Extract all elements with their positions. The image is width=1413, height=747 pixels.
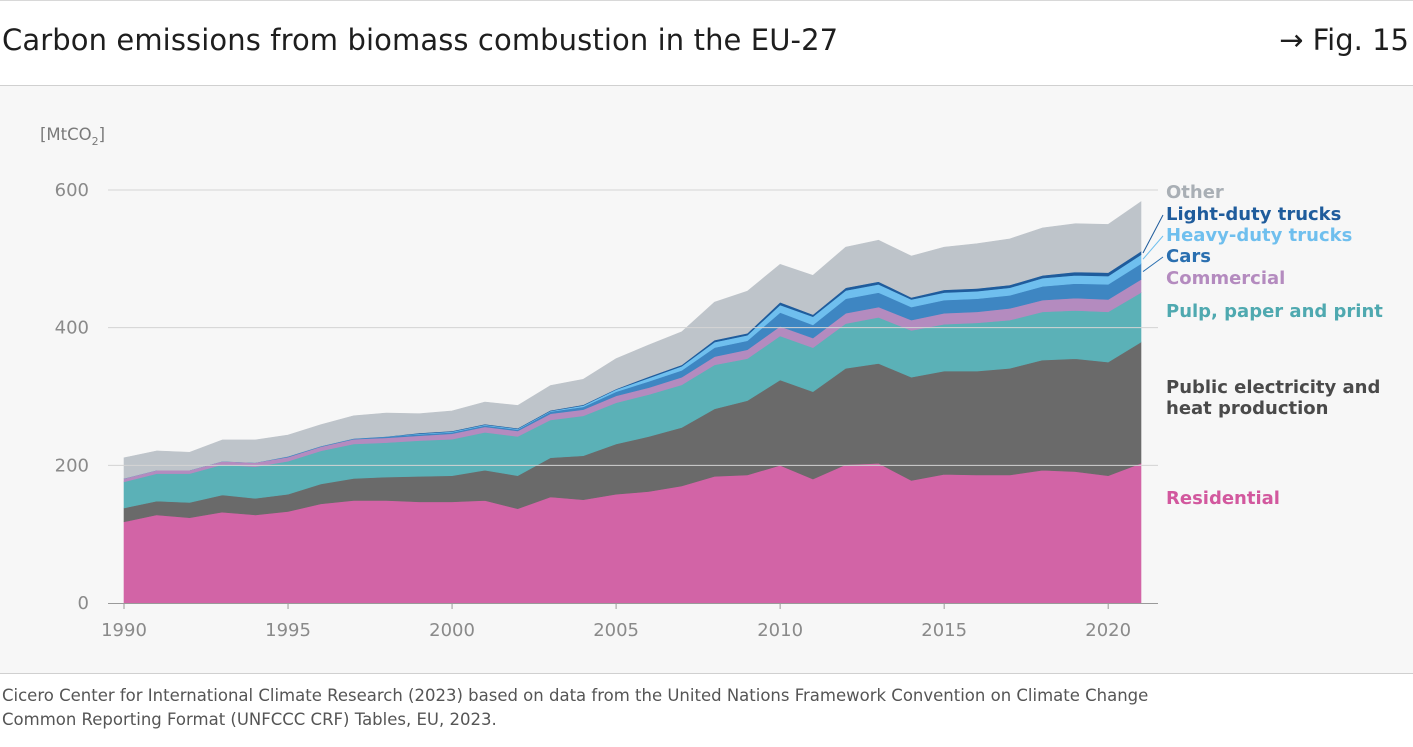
figure-header: Carbon emissions from biomass combustion…	[0, 1, 1413, 85]
legend-public-electricity-and-heat-production: Public electricity and heat production	[1166, 377, 1380, 419]
stacked-area-chart: [MtCO2] 0 200 400 600 1990 1995 2000 2005 2010 2…	[40, 125, 1383, 641]
x-tick-label: 2000	[429, 620, 475, 641]
source-note: Cicero Center for International Climate …	[2, 684, 1402, 732]
y-tick-label: 0	[78, 593, 89, 614]
legend-residential: Residential	[1166, 488, 1280, 509]
source-line-1: Cicero Center for International Climate …	[2, 686, 1149, 705]
x-tick-label: 2015	[921, 620, 967, 641]
x-tick-label: 2020	[1085, 620, 1131, 641]
legend-cars: Cars	[1166, 246, 1211, 267]
legend-pulp-paper-and-print: Pulp, paper and print	[1166, 301, 1383, 322]
legend-heavy-duty-trucks: Heavy-duty trucks	[1166, 225, 1352, 246]
legend-commercial: Commercial	[1166, 268, 1285, 289]
x-tick-label: 1990	[101, 620, 147, 641]
y-axis: [MtCO2] 0 200 400 600	[40, 125, 1158, 614]
source-line-2: Common Reporting Format (UNFCCC CRF) Tab…	[2, 710, 497, 729]
legend-leader-heavy-duty-trucks	[1142, 235, 1164, 260]
figure-reference-link[interactable]: → Fig. 15	[1279, 23, 1409, 57]
area-layers	[123, 201, 1142, 604]
y-tick-label: 200	[55, 455, 89, 476]
x-axis: 1990 1995 2000 2005 2010 2015 2020	[101, 603, 1158, 641]
y-tick-label: 400	[55, 318, 89, 339]
chart-panel: [MtCO2] 0 200 400 600 1990 1995 2000 2005 2010 2…	[0, 85, 1413, 674]
area-other	[123, 201, 1142, 479]
y-tick-label: 600	[55, 180, 89, 201]
top-rule	[0, 0, 1413, 1]
legend-leader-light-duty-trucks	[1142, 214, 1164, 254]
chart-title: Carbon emissions from biomass combustion…	[2, 23, 839, 57]
legend-light-duty-trucks: Light-duty trucks	[1166, 204, 1341, 225]
y-axis-label: [MtCO2]	[40, 125, 105, 148]
x-tick-label: 2010	[757, 620, 803, 641]
legend-leader-cars	[1142, 256, 1164, 272]
legend-other: Other	[1166, 182, 1224, 203]
x-tick-label: 2005	[593, 620, 639, 641]
legend: Residential Public electricity and heat pr…	[1142, 182, 1383, 509]
x-tick-label: 1995	[265, 620, 311, 641]
